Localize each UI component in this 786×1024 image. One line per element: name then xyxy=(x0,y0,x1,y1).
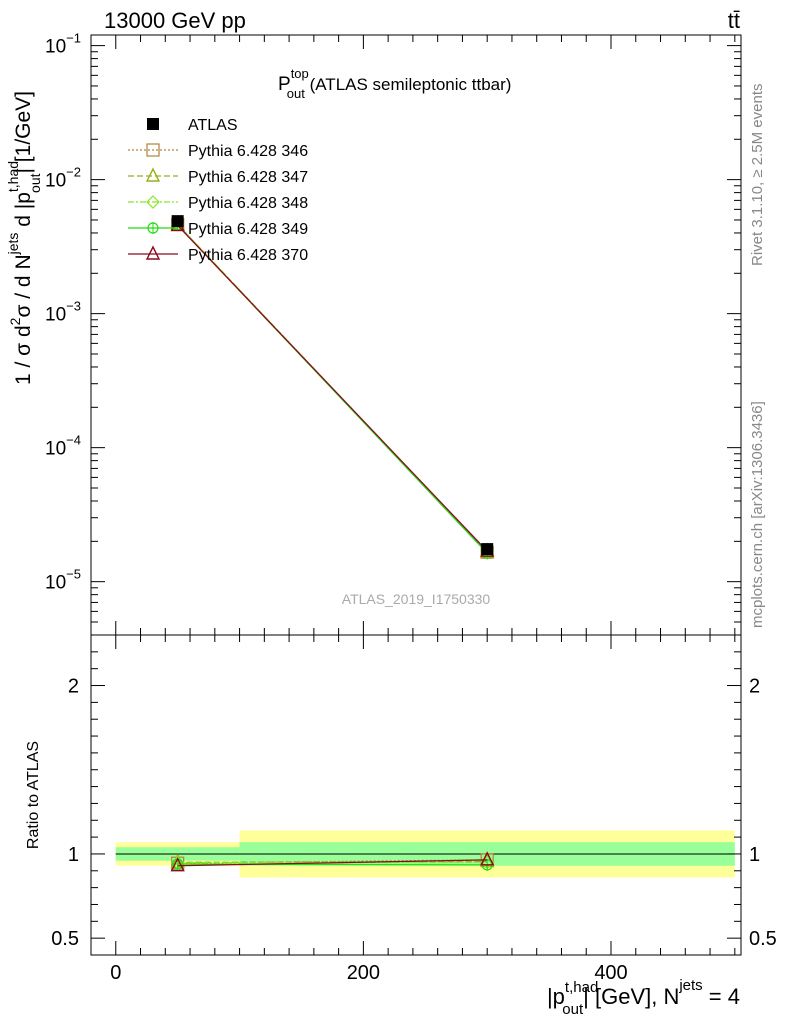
ratio-x-axis-label: |pt,had out| [GeV], Njets = 4 xyxy=(547,977,740,1018)
legend-marker xyxy=(146,195,160,209)
legend-marker xyxy=(147,118,159,130)
xlabel-sub: out xyxy=(562,1001,584,1018)
ratio-series-group xyxy=(170,851,495,872)
ylabel-sup3: t,had xyxy=(5,161,21,192)
atlas-data-point xyxy=(481,543,494,556)
ratio-y-axis-label: Ratio to ATLAS xyxy=(25,741,42,849)
process-label: tt̄ xyxy=(728,8,740,33)
ratio-line-p347 xyxy=(177,860,488,864)
y-tick-mantissa: 10 xyxy=(45,37,66,58)
ratio-y-tick-label-left: 1 xyxy=(68,844,79,866)
analysis-watermark: ATLAS_2019_I1750330 xyxy=(342,591,491,607)
legend-label: Pythia 6.428 370 xyxy=(188,247,308,264)
ratio-point-p370 xyxy=(170,857,185,872)
x-tick-label: 0 xyxy=(110,962,121,984)
ratio-y-tick-label-right: 1 xyxy=(749,844,760,866)
mcplots-label: mcplots.cern.ch [arXiv:1306.3436] xyxy=(749,401,766,628)
xlabel-sup2: jets xyxy=(678,977,702,994)
legend-marker xyxy=(145,245,161,260)
y-tick-label: 10−1 xyxy=(45,31,81,58)
atlas-data-point xyxy=(171,215,184,228)
ylabel-part3: d |p xyxy=(12,192,35,232)
ylabel-sub3: out xyxy=(27,173,43,193)
xlabel-end: = 4 xyxy=(703,984,740,1009)
xlabel-sup: t,had xyxy=(565,979,598,996)
main-title-rest: (ATLAS semileptonic ttbar) xyxy=(305,75,512,94)
main-axis-ticks: 10−510−410−310−210−1 xyxy=(45,31,741,636)
y-tick-label: 10−2 xyxy=(45,165,81,192)
legend-marker xyxy=(146,143,160,157)
legend-marker xyxy=(145,167,161,182)
legend-label: ATLAS xyxy=(188,117,238,134)
main-title-sup: top xyxy=(291,66,309,81)
y-tick-mantissa: 10 xyxy=(45,171,66,192)
rivet-label: Rivet 3.1.10, ≥ 2.5M events xyxy=(749,84,766,267)
legend: ATLAS Pythia 6.428 346 Pythia 6.428 347 Pyt… xyxy=(128,117,308,264)
main-title: Ptop out (ATLAS semileptonic ttbar) xyxy=(278,66,511,101)
legend-label: Pythia 6.428 348 xyxy=(188,195,308,212)
ylabel-part1: 1 / σ d xyxy=(12,325,35,385)
ratio-y-tick-label-right: 0.5 xyxy=(749,928,777,950)
ratio-y-tick-label-left: 2 xyxy=(68,676,79,698)
y-tick-exponent: −4 xyxy=(66,433,81,448)
main-title-sub: out xyxy=(287,86,305,101)
main-title-symbol: P xyxy=(278,74,291,95)
y-tick-exponent: −5 xyxy=(66,567,81,582)
ratio-frame xyxy=(90,634,742,956)
y-tick-label: 10−5 xyxy=(45,567,81,594)
ylabel-sup1: 2 xyxy=(7,317,23,325)
y-tick-label: 10−3 xyxy=(45,299,81,326)
legend-label: Pythia 6.428 347 xyxy=(188,169,308,186)
y-tick-exponent: −3 xyxy=(66,299,81,314)
y-tick-mantissa: 10 xyxy=(45,305,66,326)
ratio-axis-ticks: 0.5 0.5 1 1 2 2 0 200 400 xyxy=(51,635,777,984)
main-panel: 10−510−410−310−210−1 Ptop out (ATLAS semi… xyxy=(5,31,742,636)
xlabel-main: |p xyxy=(547,984,565,1009)
ratio-line-p370 xyxy=(177,859,488,867)
ylabel-part4: | [1/GeV] xyxy=(12,91,35,174)
energy-label: 13000 GeV pp xyxy=(104,8,246,33)
x-tick-label: 200 xyxy=(347,962,380,984)
ratio-bands xyxy=(115,830,735,878)
y-tick-exponent: −2 xyxy=(66,165,81,180)
y-tick-label: 10−4 xyxy=(45,433,81,460)
ylabel-sup2: jets xyxy=(5,233,21,256)
legend-label: Pythia 6.428 346 xyxy=(188,143,308,160)
ratio-point-p370 xyxy=(480,851,495,866)
y-tick-mantissa: 10 xyxy=(45,439,66,460)
ratio-panel: 0.5 0.5 1 1 2 2 0 200 400 Ratio to ATLAS |pt,had… xyxy=(25,634,777,1018)
main-series-group xyxy=(170,215,495,560)
y-tick-exponent: −1 xyxy=(66,31,81,46)
main-y-axis-label: 1 / σ d2σ / d Njets d |pt,had out| [1/GeV… xyxy=(5,91,43,385)
ratio-y-tick-label-right: 2 xyxy=(749,676,760,698)
xlabel-rest: | [GeV], N xyxy=(583,984,679,1009)
series-line-p370 xyxy=(177,225,488,552)
y-tick-mantissa: 10 xyxy=(45,573,66,594)
x-tick-label: 400 xyxy=(594,962,627,984)
ylabel-part2: σ / d N xyxy=(12,254,35,317)
ratio-y-tick-label-left: 0.5 xyxy=(51,928,79,950)
legend-label: Pythia 6.428 349 xyxy=(188,221,308,238)
